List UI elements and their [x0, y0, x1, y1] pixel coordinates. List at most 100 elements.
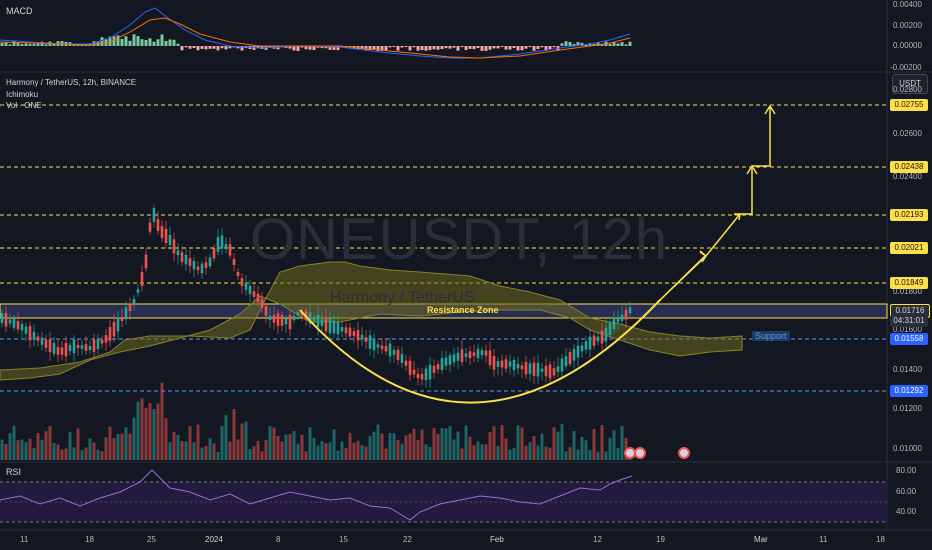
- volume-bar: [296, 443, 300, 460]
- candle-body: [120, 317, 124, 322]
- volume-bar: [312, 437, 316, 460]
- candle-body: [592, 335, 596, 346]
- macd-histogram-bar: [136, 36, 140, 46]
- price-level-tag[interactable]: 0.01292: [890, 385, 928, 397]
- volume-bar: [428, 446, 432, 460]
- candle-body: [584, 341, 588, 350]
- macd-histogram-bar: [624, 44, 628, 46]
- volume-bar: [304, 451, 308, 460]
- macd-histogram-bar: [128, 40, 132, 46]
- macd-histogram-bar: [436, 46, 440, 50]
- candle-body: [568, 351, 572, 365]
- candle-body: [28, 325, 32, 341]
- volume-bar: [40, 439, 44, 460]
- event-icons[interactable]: [624, 447, 690, 459]
- candle-body: [112, 321, 116, 337]
- candle-body: [272, 314, 276, 323]
- macd-histogram-bar: [220, 46, 224, 49]
- candle-body: [84, 344, 88, 351]
- macd-histogram-bar: [392, 46, 396, 48]
- indicator-ichimoku[interactable]: Ichimoku: [6, 90, 39, 99]
- symbol-title[interactable]: Harmony / TetherUS, 12h, BINANCE: [6, 78, 137, 87]
- candle-body: [328, 318, 332, 334]
- candle-body: [536, 362, 540, 377]
- candle-body: [248, 285, 252, 295]
- volume-bar: [216, 451, 220, 460]
- cup-pattern-curve[interactable]: [299, 299, 661, 404]
- macd-tick: 0.00000: [893, 41, 922, 50]
- volume-bar: [528, 442, 532, 460]
- volume-bar: [556, 431, 560, 460]
- candle-body: [524, 361, 528, 375]
- candle-body: [92, 339, 96, 352]
- candle-body: [488, 350, 492, 366]
- volume-bar: [588, 450, 592, 460]
- volume-bar: [60, 449, 64, 460]
- time-tick: 19: [656, 535, 665, 544]
- volume-bar: [316, 445, 320, 460]
- candle-body: [468, 351, 472, 359]
- macd-histogram-bar: [172, 39, 176, 46]
- candlesticks: [0, 204, 632, 388]
- volume-bar: [240, 423, 244, 460]
- macd-histogram-bar: [256, 46, 260, 49]
- candle-body: [588, 336, 592, 350]
- volume-bar: [376, 424, 380, 460]
- candle-body: [4, 313, 8, 327]
- candle-body: [596, 336, 600, 342]
- volume-bar: [56, 444, 60, 460]
- candle-body: [244, 282, 248, 290]
- indicator-volume[interactable]: Vol · ONE: [6, 101, 42, 110]
- price-level-tag[interactable]: 0.02021: [890, 242, 928, 254]
- support-label[interactable]: Support: [752, 331, 790, 341]
- candle-body: [60, 347, 64, 355]
- candle-body: [380, 345, 384, 350]
- volume-bar: [128, 433, 132, 460]
- price-level-tag[interactable]: 0.01558: [890, 333, 928, 345]
- macd-histogram-bar: [288, 46, 292, 49]
- candle-body: [24, 326, 28, 334]
- volume-bar: [188, 426, 192, 460]
- macd-histogram-bar: [384, 46, 388, 51]
- price-level-tag[interactable]: 0.02755: [890, 99, 928, 111]
- macd-label[interactable]: MACD: [6, 6, 33, 16]
- candle-body: [428, 364, 432, 380]
- symbol-watermark: ONEUSDT, 12h: [250, 207, 669, 272]
- ichimoku-cloud: [0, 261, 743, 381]
- macd-histogram-bar: [552, 46, 556, 48]
- candle-body: [220, 235, 224, 249]
- candle-body: [136, 289, 140, 293]
- volume-bars: [0, 382, 632, 460]
- macd-histogram-bar: [368, 46, 372, 51]
- volume-bar: [48, 426, 52, 460]
- price-level-tag[interactable]: 0.02438: [890, 161, 928, 173]
- time-tick: 12: [593, 535, 602, 544]
- candle-body: [44, 339, 48, 348]
- candle-body: [396, 349, 400, 361]
- macd-histogram-bar: [560, 43, 564, 46]
- macd-histogram-bar: [428, 46, 432, 51]
- time-tick: 18: [85, 535, 94, 544]
- volume-bar: [580, 436, 584, 460]
- macd-histogram-bar: [488, 46, 492, 50]
- currency-button[interactable]: USDT: [892, 74, 928, 94]
- rsi-label[interactable]: RSI: [6, 467, 22, 477]
- volume-bar: [32, 448, 36, 460]
- macd-histogram-bar: [100, 37, 104, 46]
- macd-histogram-bar: [508, 46, 512, 50]
- price-level-tag[interactable]: 0.01849: [890, 277, 928, 289]
- candle-body: [432, 365, 436, 373]
- volume-bar: [20, 439, 24, 460]
- candle-body: [128, 303, 132, 312]
- candle-body: [0, 313, 4, 323]
- volume-bar: [456, 431, 460, 460]
- resistance-zone-label[interactable]: Resistance Zone: [427, 305, 499, 315]
- candle-body: [296, 312, 300, 316]
- volume-bar: [520, 427, 524, 460]
- price-level-tag[interactable]: 0.02193: [890, 209, 928, 221]
- candle-body: [232, 258, 236, 266]
- macd-histogram-bar: [188, 46, 192, 49]
- projection-arrows[interactable]: [659, 104, 776, 301]
- time-tick: 22: [403, 535, 412, 544]
